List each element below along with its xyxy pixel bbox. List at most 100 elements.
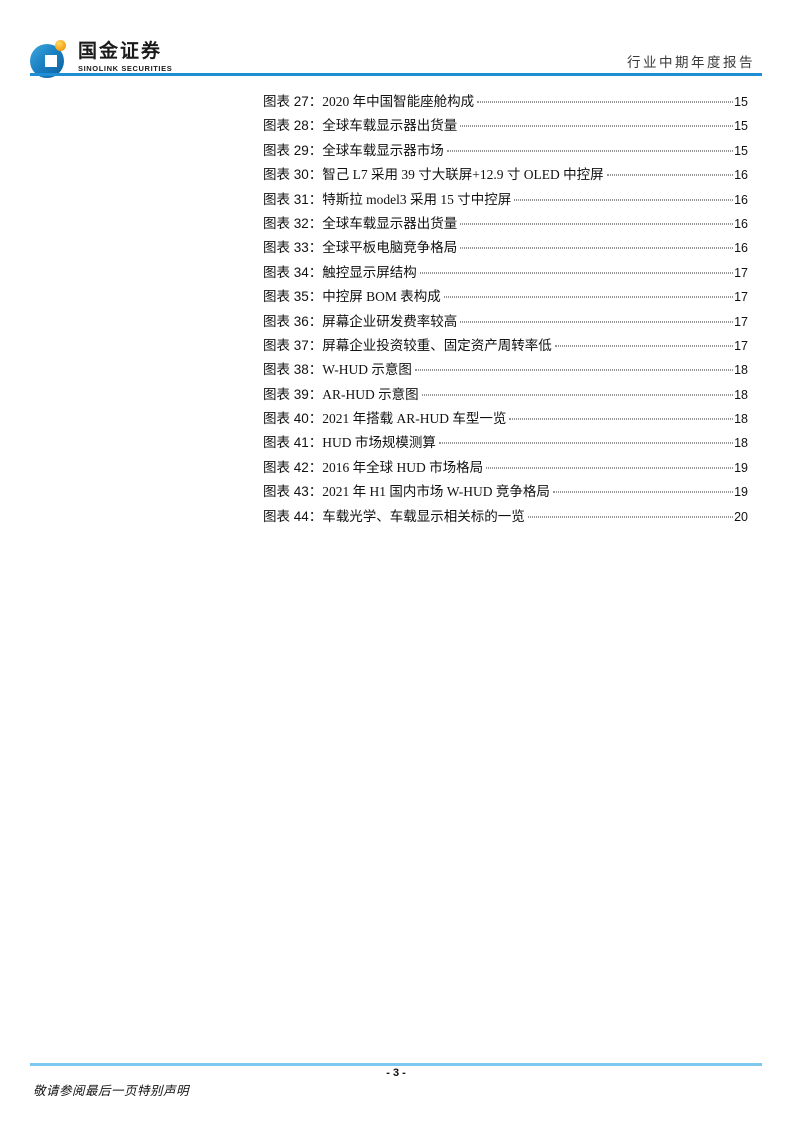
toc-entry-label: 图表 28： <box>263 118 323 134</box>
toc-entry-page: 15 <box>734 95 748 109</box>
toc-entry-page: 16 <box>734 216 748 231</box>
report-type-label: 行业中期年度报告 <box>627 55 755 70</box>
toc-entry-title: 全球车载显示器出货量 <box>322 118 458 134</box>
logo-text-en: SINOLINK SECURITIES <box>78 64 173 73</box>
toc-leader-dots <box>509 418 734 420</box>
toc-entry-title: 2021 年 H1 国内市场 W-HUD 竞争格局 <box>322 484 550 500</box>
toc-leader-dots <box>460 125 734 127</box>
toc-leader-dots <box>460 247 734 249</box>
toc-entry-label: 图表 34： <box>263 264 323 280</box>
toc-leader-dots <box>421 394 734 396</box>
toc-entry[interactable]: 图表 39： AR-HUD 示意图 18 <box>263 383 748 407</box>
toc-entry[interactable]: 图表 37： 屏幕企业投资较重、固定资产周转率低 17 <box>263 334 748 358</box>
toc-entry-page: 20 <box>734 509 748 524</box>
toc-entry-title: 2021 年搭载 AR-HUD 车型一览 <box>322 411 507 427</box>
toc-entry-page: 18 <box>734 387 748 402</box>
toc-entry-page: 19 <box>734 485 748 500</box>
toc-leader-dots <box>443 296 734 298</box>
toc-entry-page: 16 <box>734 192 748 207</box>
toc-leader-dots <box>414 369 734 371</box>
toc-entry[interactable]: 图表 42： 2016 年全球 HUD 市场格局 19 <box>263 456 748 480</box>
toc-entry-title: HUD 市场规模测算 <box>322 435 436 451</box>
toc-leader-dots <box>460 321 734 323</box>
footer-divider-line <box>30 1063 762 1066</box>
toc-entry-title: 2020 年中国智能座舱构成 <box>322 94 475 109</box>
header-divider-line <box>30 73 762 76</box>
footer-disclaimer: 敬请参阅最后一页特别声明 <box>33 1084 190 1098</box>
toc-entry-title: 2016 年全球 HUD 市场格局 <box>322 459 484 475</box>
toc-entry[interactable]: 图表 38： W-HUD 示意图 18 <box>263 358 748 382</box>
toc-entry-page: 17 <box>734 265 748 280</box>
toc-entry-title: 屏幕企业研发费率较高 <box>322 313 458 329</box>
toc-entry[interactable]: 图表 36： 屏幕企业研发费率较高 17 <box>263 310 748 334</box>
toc-entry-label: 图表 27： <box>263 94 323 109</box>
toc-leader-dots <box>606 174 734 176</box>
toc-entry-page: 16 <box>734 168 748 183</box>
toc-entry-label: 图表 40： <box>263 411 323 427</box>
toc-entry-page: 17 <box>734 338 748 353</box>
toc-leader-dots <box>514 199 734 201</box>
toc-entry[interactable]: 图表 35： 中控屏 BOM 表构成 17 <box>263 285 748 309</box>
toc-entry[interactable]: 图表 29： 全球车载显示器市场 15 <box>263 139 748 163</box>
toc-entry-title: 车载光学、车载显示相关标的一览 <box>322 508 525 524</box>
toc-entry-title: 智己 L7 采用 39 寸大联屏+12.9 寸 OLED 中控屏 <box>322 167 604 183</box>
toc-entry-page: 17 <box>734 314 748 329</box>
toc-entry-label: 图表 38： <box>263 362 323 378</box>
toc-entry-label: 图表 43： <box>263 484 323 500</box>
toc-entry-title: AR-HUD 示意图 <box>322 386 419 402</box>
page-number: - 3 - <box>386 1067 406 1079</box>
toc-entry-page: 15 <box>734 119 748 134</box>
toc-entry-label: 图表 32： <box>263 215 323 231</box>
toc-entry-page: 18 <box>734 436 748 451</box>
toc-entry[interactable]: 图表 43： 2021 年 H1 国内市场 W-HUD 竞争格局 19 <box>263 480 748 504</box>
logo-text: 国金证券 SINOLINK SECURITIES <box>78 40 173 74</box>
toc-leader-dots <box>460 223 734 225</box>
toc-leader-dots <box>554 345 734 347</box>
toc-leader-dots <box>446 150 734 152</box>
toc-entry-label: 图表 36： <box>263 313 323 329</box>
toc-entry-title: 全球车载显示器出货量 <box>322 215 458 231</box>
toc-entry-title: 特斯拉 model3 采用 15 寸中控屏 <box>322 191 512 207</box>
toc-entry[interactable]: 图表 44： 车载光学、车载显示相关标的一览 20 <box>263 505 748 529</box>
toc-leader-dots <box>438 442 734 444</box>
toc-entry-title: 屏幕企业投资较重、固定资产周转率低 <box>322 337 552 353</box>
toc-entry[interactable]: 图表 40： 2021 年搭载 AR-HUD 车型一览 18 <box>263 407 748 431</box>
toc-entry-label: 图表 37： <box>263 337 323 353</box>
toc-entry-title: W-HUD 示意图 <box>322 362 412 378</box>
toc-entry[interactable]: 图表 34： 触控显示屏结构 17 <box>263 261 748 285</box>
toc-entry-page: 17 <box>734 290 748 305</box>
toc-entry-page: 19 <box>734 460 748 475</box>
toc-entry[interactable]: 图表 27： 2020 年中国智能座舱构成 15 <box>263 90 748 114</box>
toc-entry-title: 全球车载显示器市场 <box>322 142 444 158</box>
sinolink-logo: 国金证券 SINOLINK SECURITIES <box>30 40 172 78</box>
toc-entry-label: 图表 30： <box>263 167 323 183</box>
toc-entry-label: 图表 33： <box>263 240 323 256</box>
toc-entry[interactable]: 图表 28： 全球车载显示器出货量 15 <box>263 114 748 138</box>
toc-entry-label: 图表 31： <box>263 191 323 207</box>
toc-entry-label: 图表 35： <box>263 289 323 305</box>
toc-entry-label: 图表 41： <box>263 435 323 451</box>
toc-entry[interactable]: 图表 41： HUD 市场规模测算 18 <box>263 431 748 455</box>
toc-entry-label: 图表 42： <box>263 459 323 475</box>
logo-text-cn: 国金证券 <box>78 41 163 62</box>
toc-leader-dots <box>486 467 734 469</box>
logo-square-hole <box>45 55 57 67</box>
logo-orange-ball <box>55 40 66 51</box>
toc-entry-page: 15 <box>734 143 748 158</box>
toc-entry[interactable]: 图表 33： 全球平板电脑竞争格局 16 <box>263 236 748 260</box>
toc-leader-dots <box>419 272 734 274</box>
toc-entry-label: 图表 29： <box>263 142 323 158</box>
toc-leader-dots <box>477 101 734 103</box>
toc-entry[interactable]: 图表 32： 全球车载显示器出货量 16 <box>263 212 748 236</box>
toc-entry[interactable]: 图表 30： 智己 L7 采用 39 寸大联屏+12.9 寸 OLED 中控屏 … <box>263 163 748 187</box>
toc-leader-dots <box>527 516 734 518</box>
toc-entry[interactable]: 图表 31： 特斯拉 model3 采用 15 寸中控屏 16 <box>263 188 748 212</box>
toc-entry-label: 图表 44： <box>263 508 323 524</box>
toc-list: 图表 27： 2020 年中国智能座舱构成 15 图表 28： 全球车载显示器出… <box>263 90 748 529</box>
toc-entry-title: 中控屏 BOM 表构成 <box>322 289 441 305</box>
toc-leader-dots <box>552 491 734 493</box>
toc-entry-title: 触控显示屏结构 <box>322 264 417 280</box>
toc-entry-title: 全球平板电脑竞争格局 <box>322 240 458 256</box>
sinolink-logo-icon <box>30 40 70 78</box>
